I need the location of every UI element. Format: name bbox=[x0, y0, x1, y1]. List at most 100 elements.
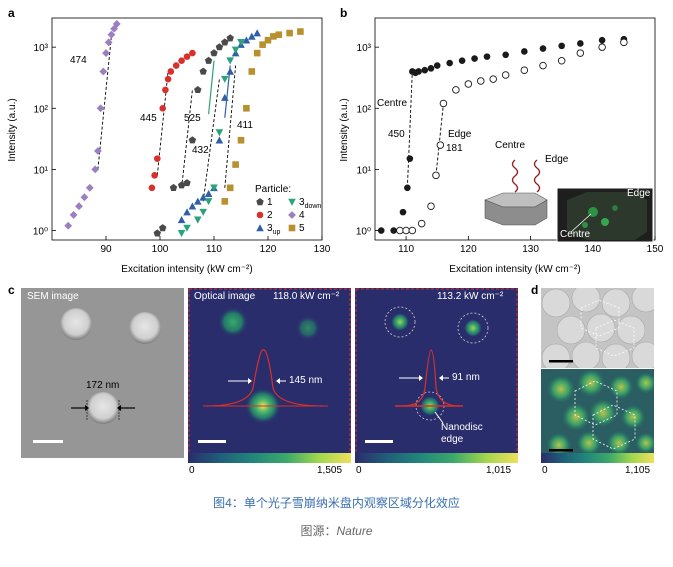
source-name: Nature bbox=[336, 524, 373, 538]
data-point-4 bbox=[85, 183, 94, 192]
data-point-5 bbox=[264, 36, 272, 44]
optical-fwhm: 145 nm bbox=[289, 375, 323, 386]
legend-marker bbox=[256, 224, 264, 232]
data-point-2 bbox=[167, 68, 175, 75]
panel-label-c: c bbox=[8, 283, 15, 297]
colorbar-3-max: 1,105 bbox=[625, 465, 651, 476]
data-point-2 bbox=[154, 155, 161, 162]
x-tick-label: 120 bbox=[260, 244, 277, 255]
optical-image: Optical image 118.0 kW cm⁻² 145 nm bbox=[188, 288, 351, 458]
data-point-5 bbox=[286, 29, 293, 37]
data-point-4 bbox=[75, 202, 83, 211]
data-point-2 bbox=[172, 62, 180, 69]
data-point-4 bbox=[91, 165, 100, 174]
data-point-edge bbox=[436, 141, 445, 149]
data-point-centre bbox=[577, 40, 584, 47]
x-tick-label: 150 bbox=[647, 244, 664, 255]
data-point-3down bbox=[177, 230, 186, 238]
data-point-edge bbox=[520, 66, 529, 74]
chart-a-xlabel: Excitation intensity (kW cm⁻²) bbox=[121, 264, 252, 275]
data-point-3down bbox=[199, 208, 207, 216]
legend-label: 3down bbox=[299, 197, 321, 210]
data-point-3down bbox=[226, 57, 234, 65]
legend-marker bbox=[288, 211, 296, 219]
sem-disc bbox=[87, 392, 119, 424]
data-point-centre bbox=[471, 55, 478, 62]
legend-label: 3up bbox=[267, 223, 280, 236]
optical-title: Optical image bbox=[194, 291, 256, 302]
data-point-edge bbox=[432, 171, 440, 180]
data-point-edge bbox=[598, 43, 606, 51]
right-note-line1: Nanodisc bbox=[441, 422, 483, 433]
data-point-edge bbox=[539, 61, 547, 70]
x-tick-label: 110 bbox=[206, 244, 222, 255]
data-point-edge bbox=[557, 56, 566, 65]
scale-bar bbox=[365, 440, 393, 443]
data-point-1 bbox=[226, 34, 234, 42]
data-point-edge bbox=[417, 219, 426, 228]
data-point-2 bbox=[162, 86, 169, 94]
sem-size-label: 172 nm bbox=[86, 380, 120, 391]
y-tick-label: 10⁰ bbox=[33, 227, 48, 238]
panel-d-optical-image bbox=[541, 369, 654, 457]
data-point-centre bbox=[404, 184, 411, 192]
legend-marker bbox=[288, 224, 296, 232]
data-point-2 bbox=[178, 57, 185, 65]
data-point-edge bbox=[402, 226, 410, 235]
data-point-3down bbox=[204, 198, 213, 206]
legend-label: 1 bbox=[267, 197, 273, 208]
data-point-centre bbox=[399, 208, 407, 216]
annotation-445: 445 bbox=[140, 113, 157, 124]
inset-image-label-centre: Centre bbox=[560, 229, 590, 240]
data-point-1 bbox=[204, 56, 213, 64]
wave-edge bbox=[533, 159, 541, 193]
data-point-3up bbox=[221, 93, 229, 101]
colorbar-2-min: 0 bbox=[356, 465, 362, 476]
data-point-centre bbox=[483, 53, 491, 60]
data-point-1 bbox=[159, 224, 167, 232]
data-point-centre bbox=[390, 227, 397, 234]
panel-label-b: b bbox=[340, 6, 348, 20]
data-point-3down bbox=[183, 224, 191, 232]
data-point-4 bbox=[96, 104, 105, 113]
data-point-5 bbox=[243, 104, 250, 112]
data-point-5 bbox=[259, 41, 266, 48]
data-point-3up bbox=[215, 136, 224, 144]
data-point-4 bbox=[99, 67, 108, 76]
data-point-3down bbox=[221, 75, 229, 83]
annotation-181: 181 bbox=[446, 143, 463, 154]
annotation-450: 450 bbox=[388, 129, 405, 140]
data-point-5 bbox=[237, 136, 245, 144]
y-tick-label: 10⁰ bbox=[356, 227, 371, 238]
inset-image-label-edge: Edge bbox=[627, 188, 651, 199]
data-point-1 bbox=[215, 43, 224, 51]
y-tick-label: 10¹ bbox=[34, 165, 49, 176]
chart-b-xlabel: Excitation intensity (kW cm⁻²) bbox=[449, 264, 580, 275]
x-tick-label: 130 bbox=[522, 244, 539, 255]
data-point-edge bbox=[427, 202, 435, 210]
legend-label: 5 bbox=[299, 223, 305, 234]
y-tick-label: 10² bbox=[357, 104, 372, 115]
data-point-centre bbox=[502, 51, 509, 59]
data-point-4 bbox=[112, 20, 121, 28]
wave-centre bbox=[511, 159, 519, 193]
sem-disc bbox=[129, 312, 161, 344]
data-point-4 bbox=[104, 38, 113, 47]
source-prefix: 图源： bbox=[300, 524, 337, 538]
sem-image: SEM image 172 nm bbox=[21, 288, 184, 458]
data-point-centre bbox=[521, 48, 528, 55]
data-point-centre bbox=[458, 57, 466, 65]
legend-marker bbox=[256, 211, 264, 219]
data-point-3down bbox=[194, 216, 202, 224]
data-point-3down bbox=[231, 46, 240, 54]
chart-b-frame bbox=[374, 17, 656, 241]
x-tick-label: 120 bbox=[460, 244, 477, 255]
data-point-1 bbox=[177, 181, 186, 189]
data-point-edge bbox=[464, 80, 473, 88]
x-tick-label: 90 bbox=[100, 244, 112, 255]
data-point-3down bbox=[215, 129, 224, 137]
inset-hexagon-schematic: Centre Edge bbox=[484, 140, 569, 226]
sem-disc bbox=[60, 308, 92, 340]
legend-title: Particle: bbox=[255, 184, 291, 195]
